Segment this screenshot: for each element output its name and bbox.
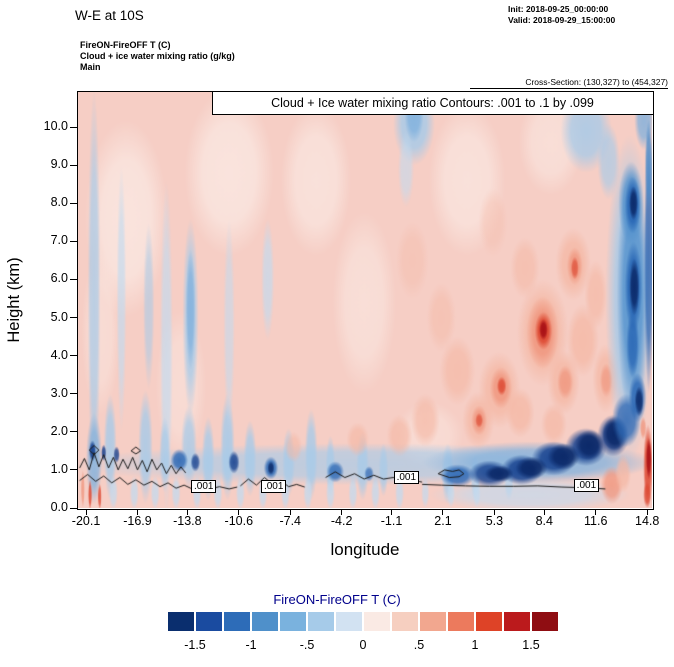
colorbar-cell: [168, 612, 194, 631]
x-tick-mark: [238, 509, 240, 515]
x-tick-label: -16.9: [123, 514, 152, 528]
field-line-mixing-ratio: Cloud + ice water mixing ratio (g/kg): [80, 50, 235, 61]
contour-info-box: Cloud + Ice water mixing ratio Contours:…: [211, 90, 654, 115]
x-tick-label: -1.1: [380, 514, 403, 528]
x-axis-title: longitude: [330, 540, 400, 559]
y-tick-mark: [70, 431, 77, 433]
x-tick-mark: [391, 509, 393, 515]
x-tick-mark: [646, 509, 648, 515]
contour-value-label: .001: [393, 470, 420, 484]
y-tick-mark: [70, 202, 77, 204]
contour-info-text: Cloud + Ice water mixing ratio Contours:…: [271, 95, 594, 110]
y-tick-label: 0.0: [50, 500, 68, 514]
y-tick-label: 7.0: [50, 233, 68, 248]
contour-value-label: .001: [573, 478, 600, 492]
y-tick-label: 5.0: [50, 309, 68, 324]
y-tick-label: 6.0: [50, 271, 68, 286]
y-tick-mark: [70, 164, 77, 166]
y-tick-mark: [70, 393, 77, 395]
x-tick-mark: [442, 509, 444, 515]
x-tick-mark: [136, 509, 138, 515]
x-tick-label: -10.6: [224, 514, 254, 528]
colorbar-cell: [252, 612, 278, 631]
y-tick-label: 4.0: [50, 347, 68, 362]
y-tick-mark: [70, 469, 77, 471]
y-tick-mark: [70, 126, 77, 128]
colorbar-cell: [364, 612, 390, 631]
y-tick-label: 3.0: [50, 385, 68, 400]
x-tick-label: -4.2: [330, 514, 353, 528]
y-tick-label: 8.0: [50, 195, 68, 210]
y-axis-title: Height (km): [5, 257, 23, 343]
colorbar-title: FireON-FireOFF T (C): [273, 592, 401, 607]
colorbar-cell: [504, 612, 530, 631]
page-title: W-E at 10S: [75, 8, 144, 23]
y-tick-label: 10.0: [43, 119, 68, 134]
colorbar-cell: [420, 612, 446, 631]
cross-section-field-canvas: [78, 92, 652, 508]
colorbar-tick-label: 1.5: [522, 638, 540, 652]
y-tick-mark: [70, 278, 77, 280]
colorbar-cell: [532, 612, 558, 631]
y-tick-mark: [70, 507, 77, 509]
x-tick-label: 2.1: [434, 514, 452, 528]
field-line-temperature: FireON-FireOFF T (C): [80, 40, 171, 50]
cross-section-label: Cross-Section: (130,327) to (454,327): [470, 77, 668, 89]
y-tick-mark: [70, 317, 77, 319]
colorbar-tick-label: -1: [245, 638, 257, 652]
y-tick-label: 1.0: [50, 461, 68, 476]
x-tick-mark: [341, 509, 343, 515]
x-tick-mark: [543, 509, 545, 515]
contour-value-label: .001: [191, 480, 217, 494]
x-tick-mark: [85, 509, 87, 515]
init-time-label: Init: 2018-09-25_00:00:00: [508, 4, 609, 14]
colorbar-tick-label: 0: [359, 638, 367, 652]
field-description-block: FireON-FireOFF T (C) Cloud + ice water m…: [80, 40, 235, 72]
x-tick-label: -20.1: [71, 514, 101, 528]
y-tick-mark: [70, 355, 77, 357]
field-line-domain: Main: [80, 61, 101, 72]
colorbar-tick-label: -.5: [299, 638, 315, 652]
colorbar-cell: [196, 612, 222, 631]
x-tick-label: -13.8: [173, 514, 202, 528]
colorbar-cell: [336, 612, 362, 631]
contour-value-label: .001: [260, 480, 287, 494]
colorbar-tick-label: 1: [471, 638, 479, 652]
x-tick-label: 11.6: [584, 514, 608, 528]
x-tick-mark: [289, 509, 291, 515]
colorbar-cell: [224, 612, 250, 631]
valid-time-label: Valid: 2018-09-29_15:00:00: [508, 14, 616, 25]
colorbar-cell: [476, 612, 502, 631]
y-tick-mark: [70, 240, 77, 242]
colorbar-cell: [392, 612, 418, 631]
colorbar-cell: [280, 612, 306, 631]
y-tick-label: 2.0: [50, 423, 68, 438]
x-tick-label: 8.4: [535, 514, 553, 528]
colorbar-cell: [448, 612, 474, 631]
colorbar-tick-label: -1.5: [184, 638, 206, 652]
colorbar: [168, 612, 558, 631]
x-tick-mark: [186, 509, 188, 515]
x-tick-mark: [595, 509, 597, 515]
x-tick-label: 14.8: [635, 514, 660, 528]
colorbar-cell: [308, 612, 334, 631]
init-valid-block: Init: 2018-09-25_00:00:00 Valid: 2018-09…: [508, 4, 615, 25]
x-tick-label: -7.4: [279, 514, 301, 528]
x-tick-mark: [493, 509, 495, 515]
x-tick-label: 5.3: [485, 514, 504, 528]
y-tick-label: 9.0: [50, 157, 68, 172]
colorbar-tick-label: .5: [413, 638, 425, 652]
